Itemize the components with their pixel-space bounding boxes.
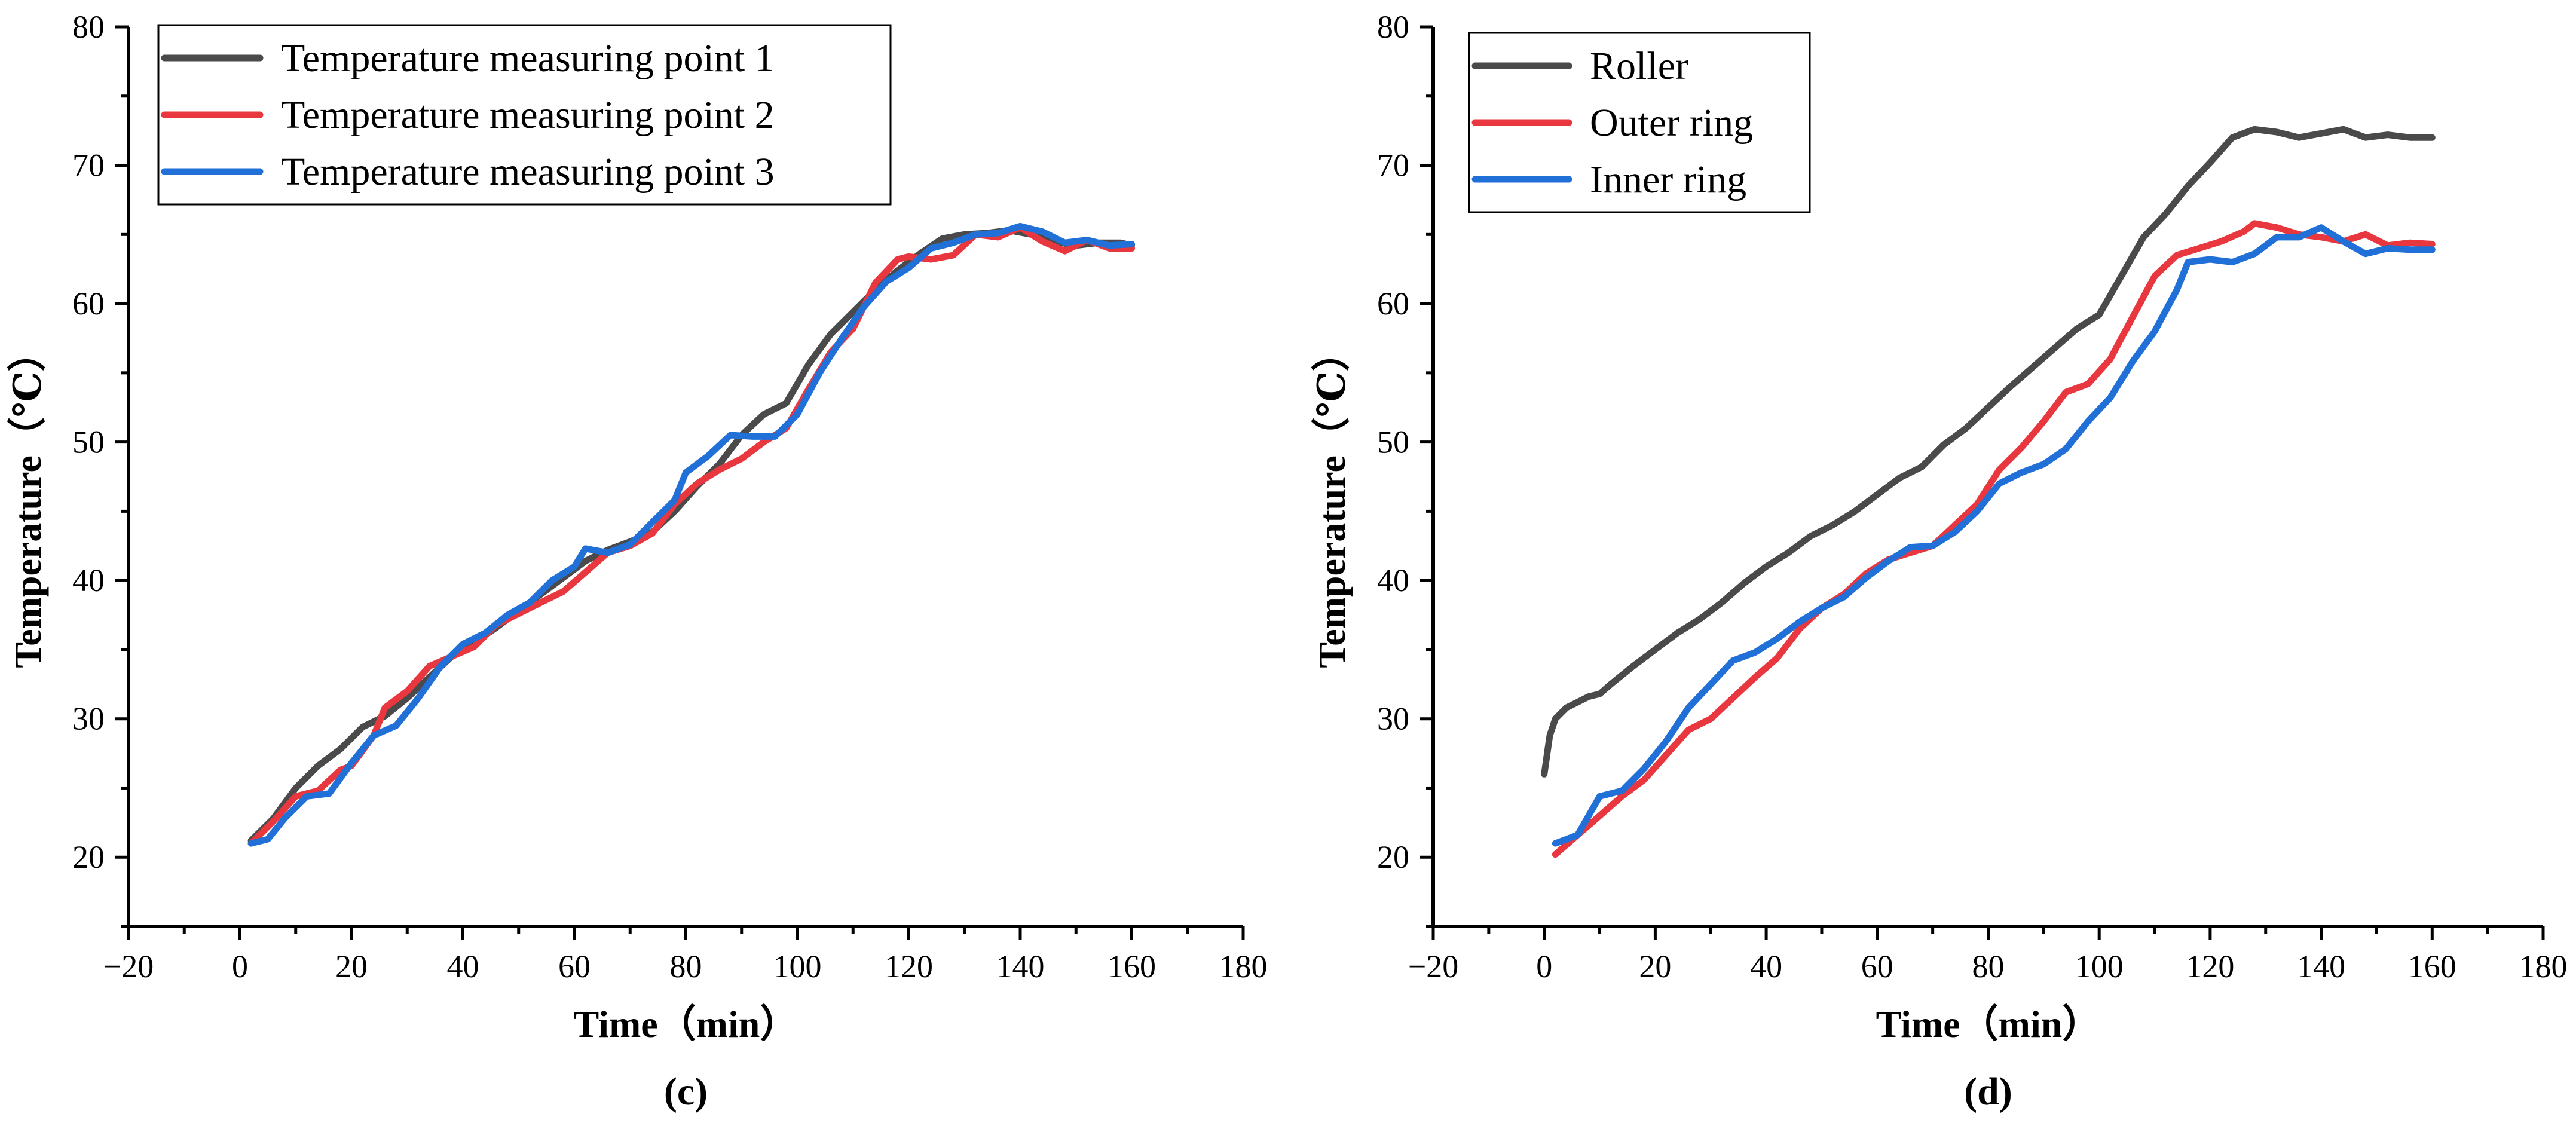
legend-label: Outer ring [1590,101,1753,145]
y-tick-label: 60 [1377,286,1409,322]
legend-label: Temperature measuring point 1 [281,36,775,80]
x-tick-label: 80 [670,948,702,984]
y-tick-label: 50 [1377,424,1409,460]
y-axis-title: Temperature（℃） [7,333,49,668]
x-tick-label: 60 [558,948,591,984]
series-line-3 [1552,224,2436,847]
y-tick-label: 20 [1377,839,1409,875]
legend-label: Temperature measuring point 2 [281,93,775,137]
x-tick-label: 0 [232,948,248,984]
y-tick-label: 50 [72,424,105,460]
y-tick-label: 30 [1377,701,1409,737]
x-tick-label: 100 [773,948,822,984]
y-tick-label: 60 [72,286,105,322]
x-tick-label: 20 [1639,948,1671,984]
legend-label: Inner ring [1590,158,1746,201]
y-tick-label: 80 [72,9,105,45]
x-axis-title: Time（min） [1876,1003,2101,1045]
x-tick-label: 180 [2519,948,2568,984]
x-tick-label: −20 [103,948,154,984]
legend: Roller Outer ring Inner ring [1468,32,1811,213]
y-tick-label: 70 [72,148,105,183]
x-tick-label: 140 [996,948,1045,984]
panel-label: (d) [1964,1070,2012,1113]
x-tick-label: 40 [1750,948,1782,984]
x-tick-label: −20 [1408,948,1458,984]
x-tick-label: 20 [335,948,368,984]
y-tick-label: 80 [1377,9,1409,45]
x-tick-label: 60 [1861,948,1893,984]
chart-panel-0: −20 0 20 40 60 80 100 120 140 160 180 20 30 40 50 60 70 8… [7,9,1268,1113]
legend-box [157,24,892,206]
y-tick-label: 70 [1377,148,1409,183]
x-tick-label: 80 [1972,948,2005,984]
x-tick-label: 120 [885,948,933,984]
x-tick-label: 40 [447,948,479,984]
x-tick-label: 0 [1536,948,1552,984]
y-tick-label: 40 [1377,562,1409,598]
legend-label: Temperature measuring point 3 [281,150,775,194]
x-axis-title: Time（min） [574,1003,799,1045]
x-tick-label: 180 [1219,948,1268,984]
y-tick-label: 40 [72,562,105,598]
panel-label: (c) [664,1070,708,1113]
series-line-2 [247,224,1135,847]
y-axis-title: Temperature（℃） [1311,333,1353,668]
x-tick-label: 160 [1108,948,1156,984]
y-tick-label: 30 [72,701,105,737]
x-tick-label: 100 [2075,948,2124,984]
legend: Temperature measuring point 1 Temperature… [157,24,892,206]
series-line-1 [247,227,1135,844]
x-tick-label: 160 [2408,948,2456,984]
series-line-2 [1552,220,2436,858]
chart-panel-1: −20 0 20 40 60 80 100 120 140 160 180 20 30 40 50 60 70 8… [1311,9,2568,1113]
series-line-1 [1541,126,2436,778]
x-tick-label: 140 [2297,948,2345,984]
legend-label: Roller [1590,44,1688,88]
y-tick-label: 20 [72,839,105,875]
x-tick-label: 120 [2186,948,2234,984]
series-line-3 [247,222,1135,847]
